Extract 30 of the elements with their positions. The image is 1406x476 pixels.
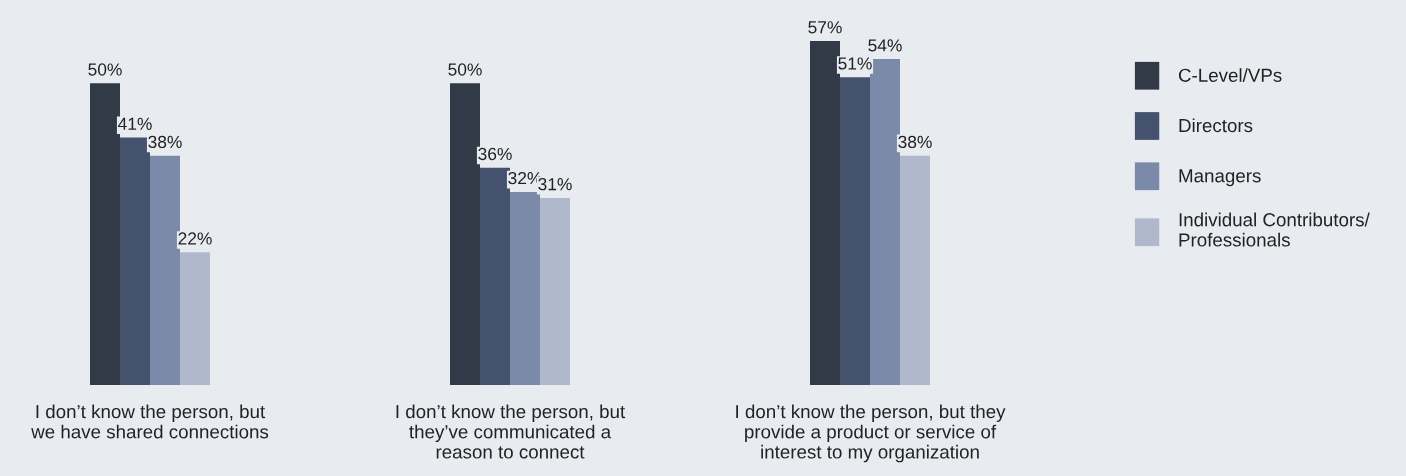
x-tick-label: I don’t know the person, but they provide a product or service of interest to my organization — [736, 404, 1006, 463]
legend-label: Individual Contributors/ Professionals — [1179, 212, 1370, 247]
data-label: 50% — [448, 63, 482, 76]
x-tick-label: I don’t know the person, but we have shared connections — [31, 404, 269, 439]
data-label: 31% — [538, 178, 572, 191]
data-label: 50% — [88, 63, 122, 76]
bar — [870, 59, 900, 385]
bar — [840, 77, 870, 385]
legend-label: Directors — [1179, 118, 1253, 133]
bar — [900, 155, 930, 385]
x-tick-label: I don’t know the person, but they’ve communicated a reason to connect — [396, 404, 626, 459]
data-label: 41% — [118, 117, 152, 130]
data-label: 36% — [478, 147, 512, 161]
data-label: 57% — [808, 21, 842, 34]
legend-label: C-Level/VPs — [1178, 68, 1282, 82]
bar — [180, 252, 210, 385]
bar — [120, 137, 150, 385]
bar — [480, 167, 510, 385]
bar — [150, 155, 180, 385]
bar — [450, 83, 480, 385]
data-label: 22% — [178, 232, 212, 245]
data-label: 38% — [148, 135, 182, 149]
data-label: 51% — [838, 57, 872, 70]
bar — [90, 83, 120, 385]
bar — [810, 41, 840, 385]
bar — [540, 197, 570, 385]
data-label: 54% — [868, 39, 902, 52]
legend-label: Managers — [1179, 169, 1261, 187]
data-label: 38% — [898, 135, 932, 149]
bar — [510, 191, 540, 385]
